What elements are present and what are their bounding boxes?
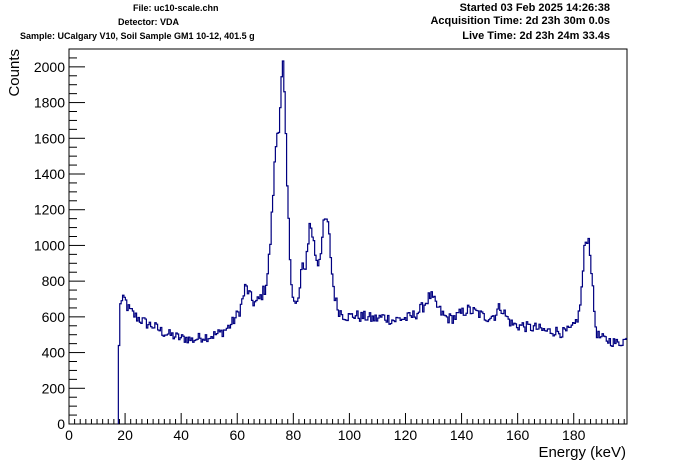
sample-label: Sample: UCalgary V10, Soil Sample GM1 10…	[20, 31, 255, 41]
y-tick-label: 1600	[34, 130, 65, 146]
axis-ticks	[68, 48, 625, 425]
live-time-label: Live Time: 2d 23h 24m 33.4s	[462, 30, 610, 42]
y-tick-label: 800	[42, 273, 66, 289]
x-tick-label: 140	[450, 427, 474, 443]
file-label: File: uc10-scale.chn	[133, 3, 219, 13]
tick-labels: 0 20 40 60 80 100 120 140 160 1800200400600800100…	[34, 59, 586, 443]
detector-label: Detector: VDA	[118, 17, 180, 27]
x-tick-label: 0	[65, 427, 73, 443]
y-tick-label: 1200	[34, 202, 65, 218]
started-label: Started 03 Feb 2025 14:26:38	[459, 2, 610, 14]
x-tick-label: 160	[506, 427, 530, 443]
x-tick-label: 120	[394, 427, 418, 443]
x-tick-label: 20	[117, 427, 133, 443]
y-tick-label: 200	[42, 380, 66, 396]
y-tick-label: 1000	[34, 237, 65, 253]
y-tick-label: 2000	[34, 59, 65, 75]
y-tick-label: 400	[42, 345, 66, 361]
y-axis-title: Counts	[6, 49, 23, 97]
x-tick-label: 40	[173, 427, 189, 443]
x-tick-label: 180	[562, 427, 586, 443]
x-tick-label: 60	[229, 427, 245, 443]
y-tick-label: 1400	[34, 166, 65, 182]
plot-frame	[68, 48, 628, 425]
x-tick-label: 80	[286, 427, 302, 443]
y-tick-label: 600	[42, 309, 66, 325]
spectrum-series-line	[117, 60, 627, 424]
y-tick-label: 1800	[34, 95, 65, 111]
acquisition-time-label: Acquisition Time: 2d 23h 30m 0.0s	[430, 15, 610, 27]
y-tick-label: 0	[57, 416, 65, 432]
x-tick-label: 100	[338, 427, 362, 443]
x-axis-title: Energy (keV)	[538, 444, 626, 461]
